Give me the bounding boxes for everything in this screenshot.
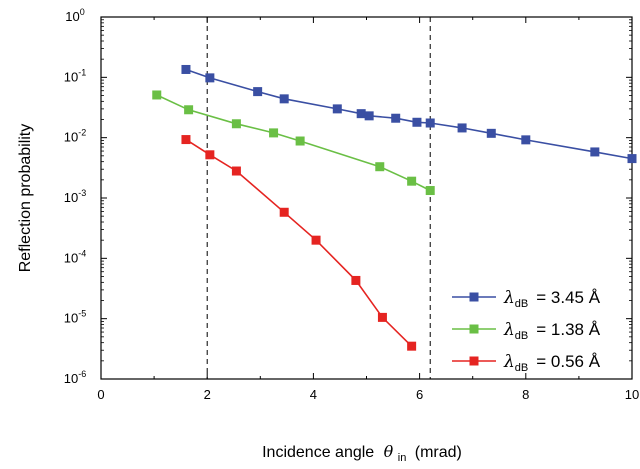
y-tick-base: 10 [64,190,78,205]
y-tick-label: 100 [65,7,84,24]
y-axis-label: Reflection probability [17,124,34,273]
data-point [375,162,385,172]
data-point [521,135,531,145]
data-point [407,176,417,186]
reference-lines [206,17,431,379]
y-tick-base: 10 [64,311,78,326]
data-point [184,105,194,115]
y-tick-label: 10-1 [64,67,86,84]
data-point [295,136,305,146]
x-axis-label-text: Incidence angle [262,444,374,461]
x-axis-label: Incidence angle θ in (mrad) [262,442,462,465]
x-axis-unit: (mrad) [415,444,462,461]
series-group [152,64,637,351]
x-tick-label: 0 [97,387,104,402]
data-point [181,64,191,74]
legend-symbol-sub: dB [515,330,528,342]
y-tick-base: 10 [64,250,78,265]
x-tick-label: 2 [204,387,211,402]
y-tick-base: 10 [64,371,78,386]
data-point [253,87,263,97]
data-point [407,341,417,351]
y-tick-exponent: -5 [78,309,86,319]
data-point [205,73,215,83]
y-tick-exponent: -6 [78,369,86,379]
legend-label: λdB = 1.38 Å [503,320,601,342]
y-tick-label: 10-2 [64,128,86,145]
legend-symbol-sub: dB [515,362,528,374]
x-axis-symbol-sub: in [398,452,407,464]
data-point [279,94,289,104]
legend-symbol: λ [503,288,515,308]
data-point [457,123,467,133]
y-tick-exponent: -3 [78,188,86,198]
data-point [391,113,401,123]
data-point [412,117,422,127]
x-tick-label: 10 [625,387,639,402]
legend-marker [469,292,479,302]
data-point [377,312,387,322]
data-point [356,109,366,119]
y-tick-exponent: -4 [78,248,86,258]
legend-value: = 1.38 Å [536,320,600,339]
legend-label: λdB = 0.56 Å [503,352,601,374]
legend-symbol-sub: dB [515,298,528,310]
data-point [627,154,637,164]
data-point [351,275,361,285]
data-point [590,147,600,157]
y-tick-label: 10-3 [64,188,86,205]
legend-value: = 0.56 Å [536,352,600,371]
data-point [311,235,321,245]
y-tick-exponent: 0 [80,7,85,17]
data-point [152,90,162,100]
legend-value: = 3.45 Å [536,288,600,307]
y-tick-exponent: -1 [78,67,86,77]
data-point [279,207,289,217]
data-point [425,118,435,128]
y-tick-label: 10-5 [64,309,86,326]
data-point [231,119,241,129]
x-tick-label: 8 [522,387,529,402]
data-point [269,128,279,138]
x-tick-label: 4 [310,387,317,402]
y-tick-exponent: -2 [78,128,86,138]
data-point [364,111,374,121]
legend-symbol: λ [503,320,515,340]
y-tick-base: 10 [65,9,79,24]
data-point [205,150,215,160]
data-point [486,128,496,138]
x-tick-label: 6 [416,387,423,402]
y-tick-base: 10 [64,130,78,145]
data-point [181,135,191,145]
data-point [231,166,241,176]
y-tick-label: 10-6 [64,369,86,386]
data-point [425,186,435,196]
legend-marker [469,356,479,366]
legend-marker [469,324,479,334]
legend-symbol: λ [503,352,515,372]
y-tick-label: 10-4 [64,248,86,265]
legend-label: λdB = 3.45 Å [503,288,601,310]
series-line [156,94,431,192]
series-line [185,68,633,160]
y-tick-base: 10 [64,69,78,84]
x-axis-symbol: θ [384,442,394,461]
data-point [332,104,342,114]
